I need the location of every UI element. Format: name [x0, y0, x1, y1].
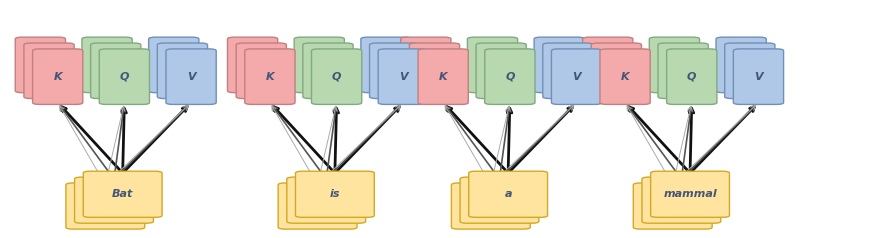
FancyBboxPatch shape	[451, 183, 530, 229]
Text: V: V	[754, 72, 763, 82]
FancyBboxPatch shape	[733, 49, 784, 104]
Text: Q: Q	[120, 72, 129, 82]
Text: Q: Q	[505, 72, 514, 82]
FancyBboxPatch shape	[418, 49, 468, 104]
Text: K: K	[266, 72, 275, 82]
FancyBboxPatch shape	[582, 37, 633, 93]
FancyBboxPatch shape	[295, 37, 344, 93]
FancyBboxPatch shape	[401, 37, 451, 93]
FancyBboxPatch shape	[378, 49, 428, 104]
FancyBboxPatch shape	[278, 183, 357, 229]
FancyBboxPatch shape	[649, 37, 700, 93]
FancyBboxPatch shape	[66, 183, 145, 229]
FancyBboxPatch shape	[409, 43, 460, 99]
FancyBboxPatch shape	[716, 37, 766, 93]
FancyBboxPatch shape	[82, 37, 132, 93]
FancyBboxPatch shape	[245, 49, 295, 104]
FancyBboxPatch shape	[166, 49, 216, 104]
FancyBboxPatch shape	[99, 49, 149, 104]
FancyBboxPatch shape	[236, 43, 287, 99]
FancyBboxPatch shape	[302, 43, 353, 99]
FancyBboxPatch shape	[16, 37, 65, 93]
FancyBboxPatch shape	[600, 49, 650, 104]
Text: V: V	[187, 72, 196, 82]
FancyBboxPatch shape	[485, 49, 535, 104]
FancyBboxPatch shape	[658, 43, 708, 99]
Text: Q: Q	[332, 72, 342, 82]
Text: a: a	[504, 189, 512, 199]
Text: K: K	[439, 72, 448, 82]
FancyBboxPatch shape	[75, 177, 154, 223]
FancyBboxPatch shape	[149, 37, 199, 93]
Text: K: K	[620, 72, 629, 82]
Text: K: K	[53, 72, 62, 82]
FancyBboxPatch shape	[157, 43, 208, 99]
FancyBboxPatch shape	[295, 171, 375, 217]
Text: Bat: Bat	[112, 189, 133, 199]
FancyBboxPatch shape	[642, 177, 720, 223]
FancyBboxPatch shape	[90, 43, 141, 99]
FancyBboxPatch shape	[543, 43, 593, 99]
Text: V: V	[573, 72, 580, 82]
FancyBboxPatch shape	[32, 49, 83, 104]
FancyBboxPatch shape	[468, 37, 518, 93]
Text: Q: Q	[687, 72, 697, 82]
FancyBboxPatch shape	[634, 183, 712, 229]
FancyBboxPatch shape	[534, 37, 584, 93]
FancyBboxPatch shape	[651, 171, 729, 217]
FancyBboxPatch shape	[667, 49, 717, 104]
FancyBboxPatch shape	[468, 171, 547, 217]
FancyBboxPatch shape	[591, 43, 641, 99]
Text: V: V	[399, 72, 408, 82]
FancyBboxPatch shape	[460, 177, 539, 223]
FancyBboxPatch shape	[725, 43, 775, 99]
FancyBboxPatch shape	[552, 49, 601, 104]
FancyBboxPatch shape	[369, 43, 420, 99]
Text: mammal: mammal	[663, 189, 717, 199]
Text: is: is	[329, 189, 340, 199]
FancyBboxPatch shape	[476, 43, 527, 99]
FancyBboxPatch shape	[361, 37, 411, 93]
FancyBboxPatch shape	[24, 43, 74, 99]
FancyBboxPatch shape	[287, 177, 366, 223]
FancyBboxPatch shape	[83, 171, 163, 217]
FancyBboxPatch shape	[311, 49, 362, 104]
FancyBboxPatch shape	[228, 37, 278, 93]
